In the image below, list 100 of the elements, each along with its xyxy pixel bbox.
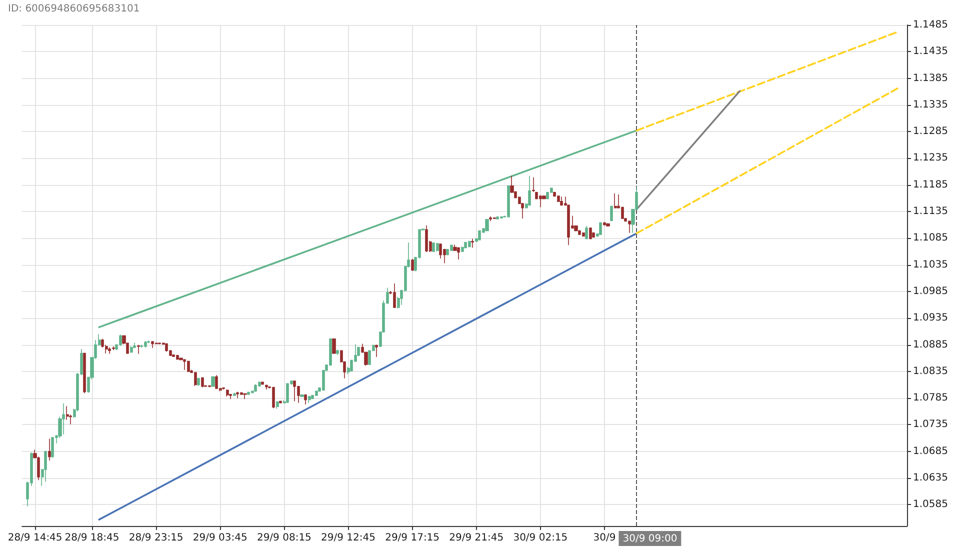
y-tick-label: 1.1235 [913,152,948,164]
candlestick [546,191,549,200]
candlestick [144,340,147,348]
x-tick-label: 30/9 [593,532,616,544]
candlestick [261,381,264,386]
candlestick [603,222,606,226]
candlestick [446,248,449,256]
candlestick [272,386,275,409]
candlestick [496,216,499,220]
y-tick-label: 1.1485 [913,20,948,30]
candlestick [468,240,471,248]
candlestick [44,450,47,482]
candlestick [300,394,304,398]
candlestick [226,389,229,397]
candlestick [158,342,161,345]
candlestick [119,334,122,346]
candlestick [254,384,257,392]
candlestick [599,222,602,236]
candlestick [375,344,378,358]
candlestick [137,344,140,354]
candlestick [532,177,535,192]
candlestick [233,392,236,396]
y-tick-label: 1.1385 [913,72,948,84]
y-tick-label: 1.1335 [913,99,948,110]
candlestick [279,400,282,404]
candlestick [585,226,588,240]
candlestick [610,205,613,222]
candlestick [461,246,464,252]
candlestick [229,393,232,400]
candlestick [240,392,243,396]
y-tick-label: 1.1185 [913,179,948,190]
candlestick [589,227,592,240]
candlestick [194,372,197,386]
candlestick [471,238,474,248]
candlestick [578,230,581,236]
y-tick-label: 1.0785 [913,392,948,404]
x-tick-label: 29/9 08:15 [256,532,312,544]
candlestick [176,354,179,360]
candlestick [332,338,336,354]
candlestick [151,340,154,348]
y-tick-label: 1.1035 [913,259,948,270]
candlestick [439,243,442,259]
x-tick-label: 28/9 23:15 [128,532,184,544]
candlestick [211,376,215,388]
candlestick [165,342,168,352]
ref-line-label: 30/9 09:00 [622,534,678,544]
candlestick [247,391,250,396]
candlestick [48,438,51,461]
candlestick [147,340,150,344]
candlestick [432,242,435,252]
y-tick-label: 1.1085 [913,232,948,244]
candlestick [222,387,225,390]
x-tick-label: 29/9 12:45 [321,532,376,544]
candlestick [457,246,460,260]
candlestick [130,346,133,354]
candlestick [140,344,143,348]
y-tick-label: 1.1435 [913,46,948,58]
candlestick [51,436,54,458]
y-tick-label: 1.0585 [913,499,948,510]
text: ID: 600694860695683101 [8,4,140,14]
y-tick-label: 1.0935 [913,312,948,324]
x-tick-label: 28/9 18:45 [64,532,120,544]
x-tick-label: 29/9 21:45 [449,532,504,544]
y-tick-label: 1.0685 [913,446,948,457]
candlestick [66,406,69,420]
candlestick [539,195,542,208]
candlestick [336,349,339,356]
y-tick-label: 1.0835 [913,366,948,377]
candlestick [592,232,595,238]
candlestick [108,347,111,354]
x-tick-label: 29/9 17:15 [385,532,440,544]
candlestick [243,392,247,400]
candlestick [393,283,396,308]
candlestick [311,394,314,400]
candlestick [582,232,585,237]
candlestick [197,377,200,386]
candlestick [201,376,204,388]
candlestick [83,352,86,394]
candlestick [215,374,218,390]
candlestick [183,358,186,370]
candlestick [112,346,115,351]
candlestick [464,242,467,249]
candlestick [507,185,510,218]
candlestick [62,403,65,435]
candlestick [450,244,453,252]
candlestick [276,400,279,410]
y-tick-label: 1.0635 [913,472,948,484]
candlestick [265,384,268,390]
candlestick [155,342,158,345]
candlestick [614,193,617,209]
candlestick [236,391,239,398]
candlestick [489,216,492,222]
candlestick [293,380,296,402]
candlestick [528,175,531,206]
candlestick [425,225,428,252]
candlestick [606,222,610,227]
candlestick [304,394,307,405]
candlestick [286,382,289,404]
y-tick-label: 1.1285 [913,126,948,138]
candlestick [308,396,311,404]
